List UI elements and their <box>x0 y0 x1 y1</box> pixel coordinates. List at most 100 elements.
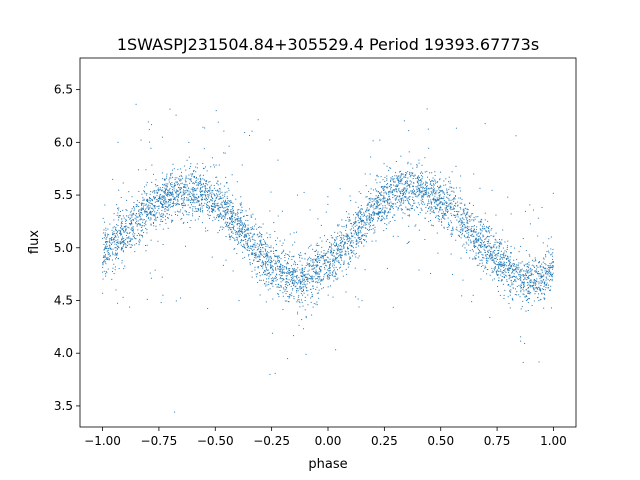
data-point <box>125 225 127 227</box>
data-point <box>447 211 449 213</box>
data-point <box>309 278 311 280</box>
data-point <box>443 215 445 217</box>
data-point <box>130 221 132 223</box>
data-point <box>488 231 490 233</box>
data-point <box>523 282 525 284</box>
data-point <box>457 205 459 207</box>
data-point <box>479 221 481 223</box>
data-point <box>360 208 362 210</box>
data-point <box>174 211 176 213</box>
data-point <box>367 203 369 205</box>
data-point <box>217 208 219 210</box>
data-point <box>221 206 223 208</box>
data-point <box>512 265 514 267</box>
data-point <box>128 216 130 218</box>
data-point <box>282 280 284 282</box>
data-point <box>361 300 363 302</box>
data-point <box>162 195 164 197</box>
data-point <box>133 202 135 204</box>
data-point <box>158 200 160 202</box>
data-point <box>542 279 544 281</box>
data-point <box>386 175 388 177</box>
data-point <box>404 182 406 184</box>
data-point <box>280 270 282 272</box>
data-point <box>209 186 211 188</box>
data-point <box>418 204 420 206</box>
data-point <box>319 268 321 270</box>
data-point <box>211 207 213 209</box>
data-point <box>122 250 124 252</box>
data-point <box>489 252 491 254</box>
data-point <box>340 263 342 265</box>
data-point <box>408 184 410 186</box>
data-point <box>355 256 357 258</box>
data-point <box>509 294 511 296</box>
data-point <box>165 201 167 203</box>
data-point <box>239 227 241 229</box>
data-point <box>386 183 388 185</box>
data-point <box>439 190 441 192</box>
data-point <box>332 260 334 262</box>
data-point <box>144 191 146 193</box>
data-point <box>216 203 218 205</box>
data-point <box>257 226 259 228</box>
data-point <box>206 204 208 206</box>
data-point <box>201 199 203 201</box>
data-point <box>119 232 121 234</box>
data-point <box>368 218 370 220</box>
data-point <box>352 247 354 249</box>
data-point <box>206 180 208 182</box>
data-point <box>543 267 545 269</box>
data-point <box>404 199 406 201</box>
data-point <box>301 319 303 321</box>
data-point <box>247 238 249 240</box>
data-point <box>463 209 465 211</box>
data-point <box>270 256 272 258</box>
data-point <box>418 193 420 195</box>
data-point <box>365 215 367 217</box>
data-point <box>347 263 349 265</box>
data-point <box>239 203 241 205</box>
data-point <box>358 245 360 247</box>
data-point <box>535 268 537 270</box>
data-point <box>336 257 338 259</box>
data-point <box>400 180 402 182</box>
data-point <box>401 193 403 195</box>
data-point <box>446 202 448 204</box>
data-point <box>104 235 106 237</box>
data-point <box>301 264 303 266</box>
data-point <box>502 272 504 274</box>
data-point <box>228 189 230 191</box>
data-point <box>409 172 411 174</box>
data-point <box>380 203 382 205</box>
data-point <box>145 224 147 226</box>
data-point <box>171 194 173 196</box>
data-point <box>300 293 302 295</box>
data-point <box>194 190 196 192</box>
data-point <box>327 294 329 296</box>
data-point <box>388 203 390 205</box>
data-point <box>473 258 475 260</box>
data-point <box>114 236 116 238</box>
data-point <box>195 210 197 212</box>
data-point <box>382 205 384 207</box>
data-point <box>297 288 299 290</box>
data-point <box>176 202 178 204</box>
data-point <box>440 186 442 188</box>
data-point <box>483 244 485 246</box>
data-point <box>123 230 125 232</box>
data-point <box>518 262 520 264</box>
data-point <box>154 205 155 207</box>
data-point <box>203 198 205 200</box>
data-point <box>148 207 150 209</box>
data-point <box>434 192 436 194</box>
data-point <box>205 180 207 182</box>
data-point <box>473 245 475 247</box>
data-point <box>293 260 295 262</box>
data-point <box>384 207 386 209</box>
data-point <box>275 267 277 269</box>
data-point <box>546 268 548 270</box>
data-point <box>192 182 194 184</box>
data-point <box>548 252 550 254</box>
data-point <box>237 237 239 239</box>
